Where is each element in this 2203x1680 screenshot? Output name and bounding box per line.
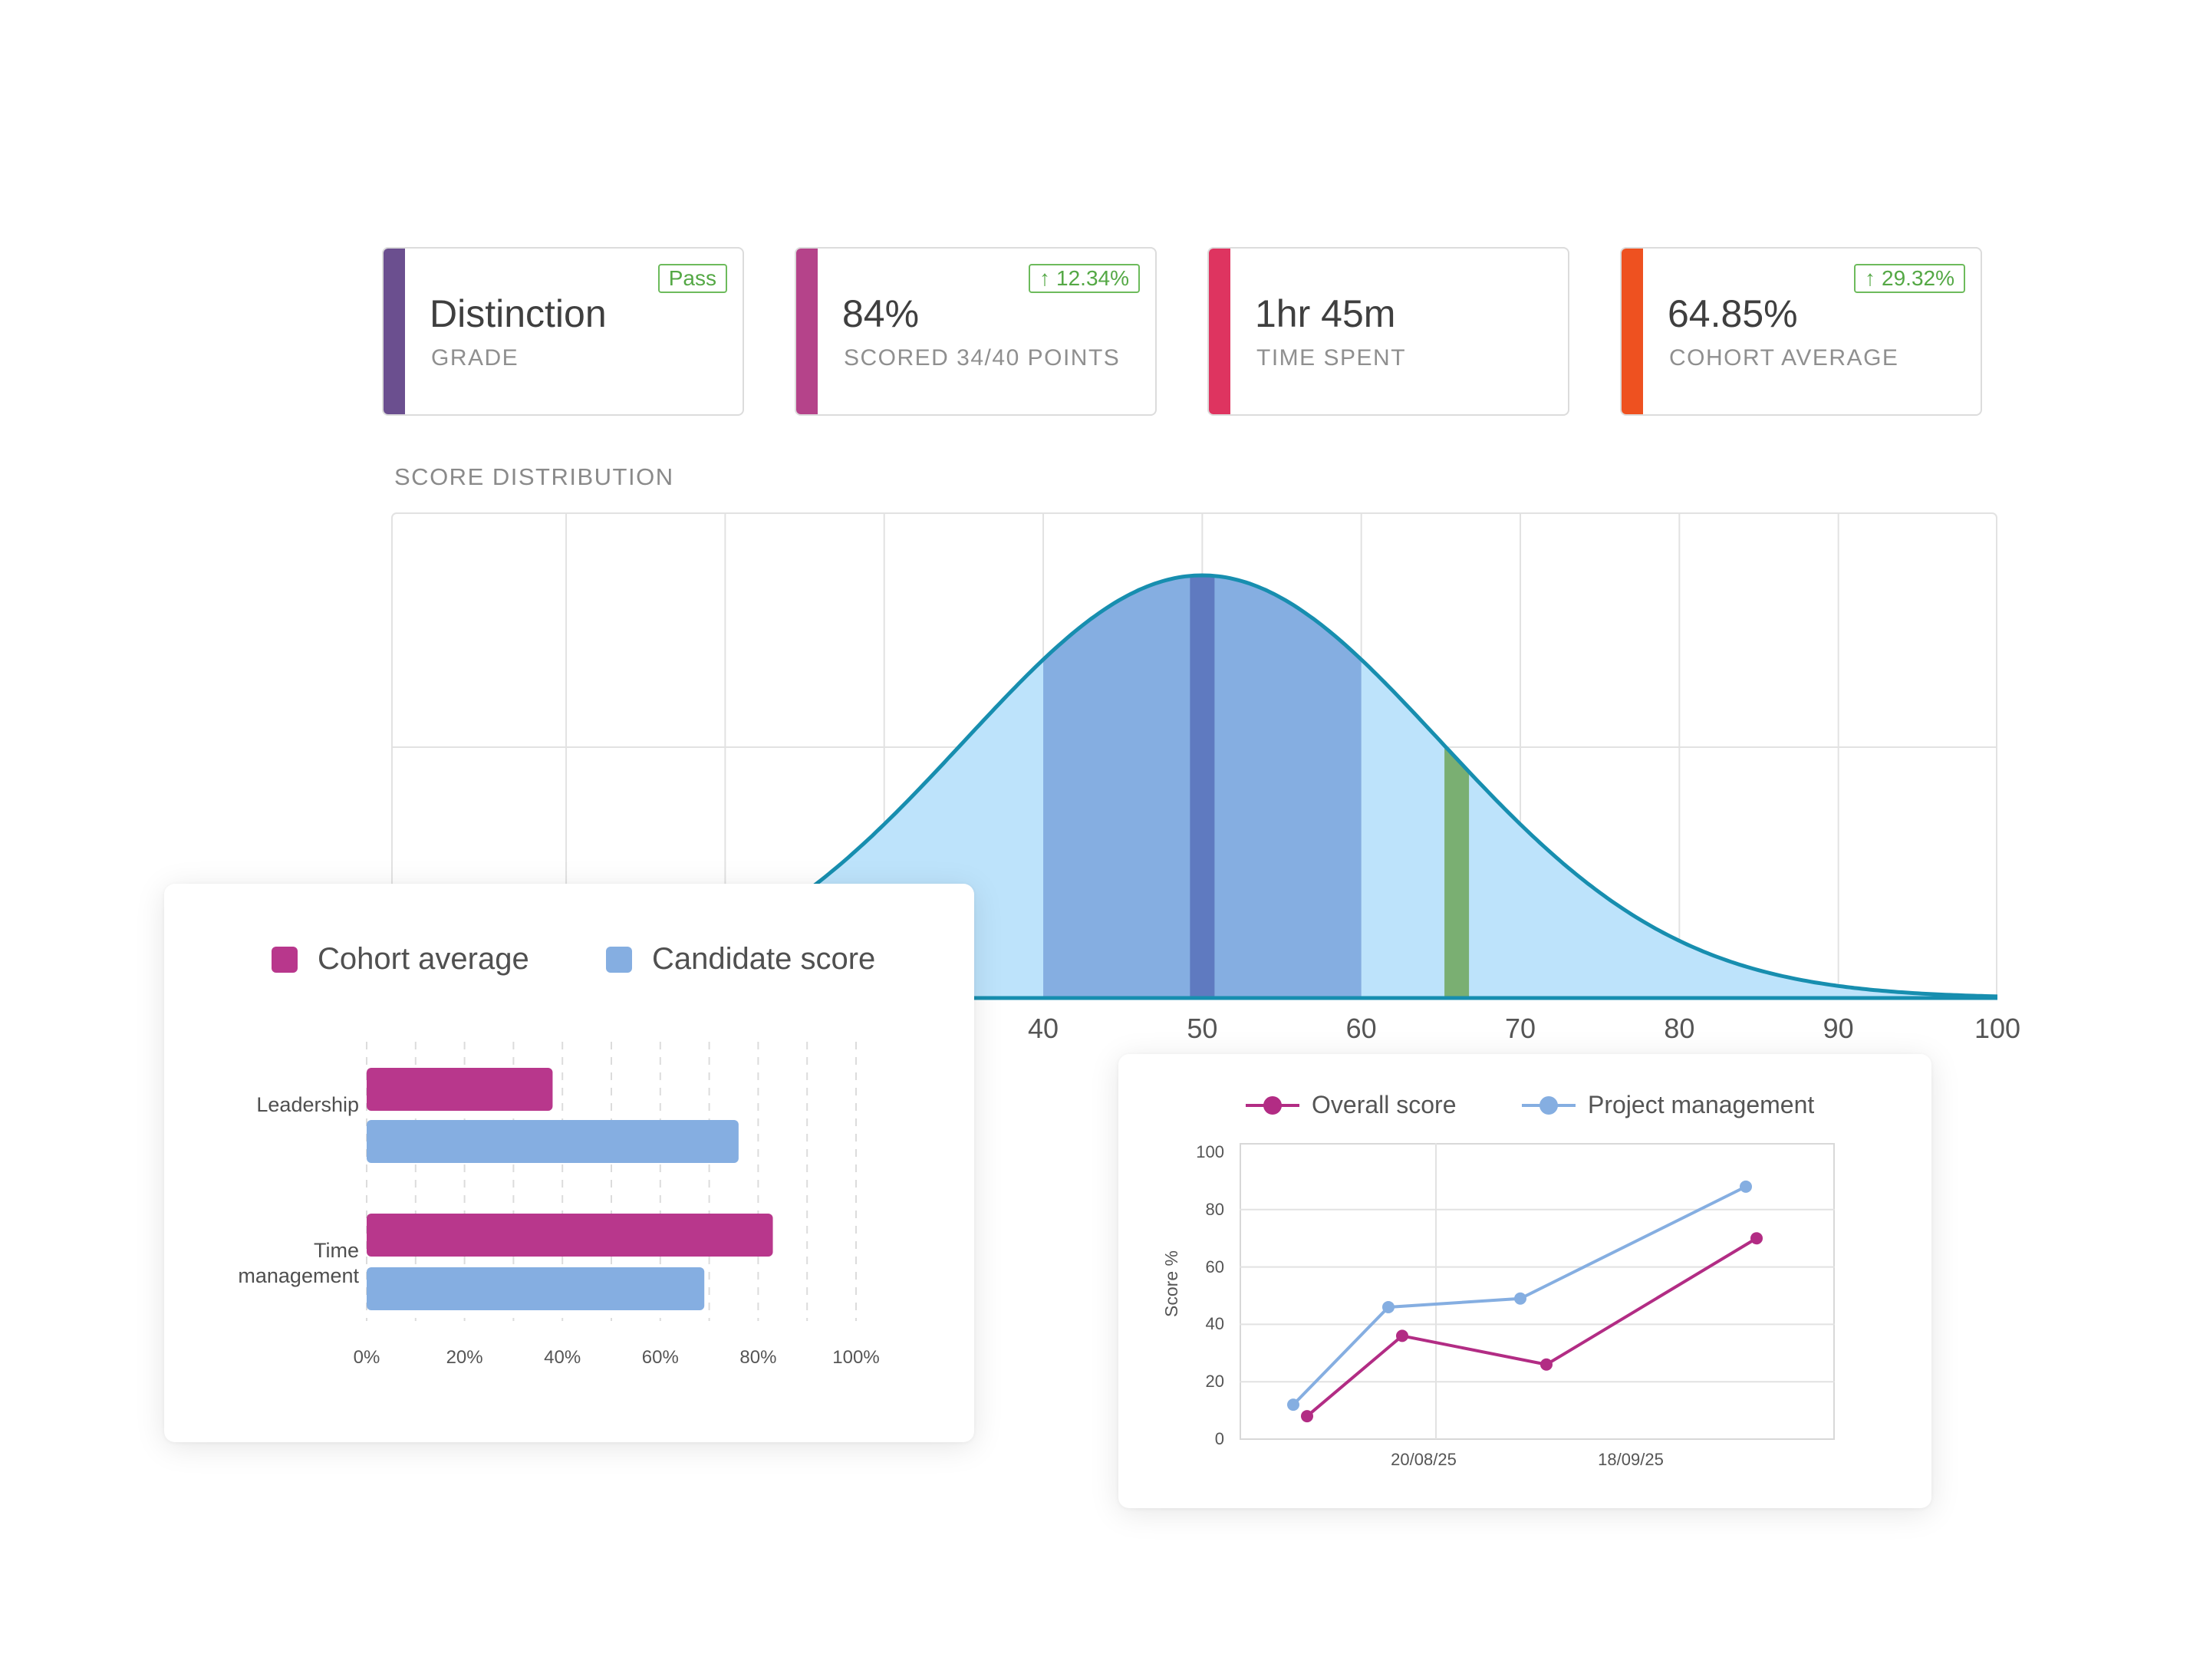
change-badge: ↑ 12.34% [1029,264,1140,293]
y-tick-label: 100 [1196,1142,1224,1161]
legend-swatch [272,946,298,973]
kpi-card-score: 84% SCORED 34/40 POINTS ↑ 12.34% [795,247,1157,416]
y-tick-label: 0 [1214,1429,1224,1448]
legend-label: Cohort average [318,942,529,976]
data-point [1287,1398,1299,1412]
x-tick-label: 100% [832,1347,880,1368]
distribution-title: SCORE DISTRIBUTION [394,463,674,490]
bar-chart [366,1042,857,1321]
kpi-value: Distinction [430,292,607,335]
x-tick-label: 18/09/25 [1598,1450,1664,1469]
kpi-accent-bar [384,249,405,414]
change-badge: ↑ 29.32% [1854,264,1965,293]
pass-badge: Pass [657,264,727,293]
category-label-leadership: Leadership [256,1093,359,1116]
y-tick-label: 40 [1205,1314,1224,1334]
x-tick-label: 80 [1664,1013,1695,1044]
legend-item-overall-score: Overall score [1246,1091,1457,1119]
x-tick-label: 70 [1504,1013,1536,1044]
data-point [1514,1292,1526,1305]
x-tick-label: 20/08/25 [1391,1450,1457,1469]
line-chart [1240,1143,1835,1440]
data-point [1750,1232,1763,1245]
kpi-card-time: 1hr 45m TIME SPENT [1207,247,1569,416]
candidate-marker [1444,575,1470,998]
x-tick-label: 60 [1345,1013,1377,1044]
series-line [1292,1185,1747,1406]
x-tick-label: 80% [739,1347,777,1368]
legend-label: Candidate score [652,942,876,976]
data-point [1396,1329,1408,1342]
badge-text: Pass [668,266,716,290]
data-point [1382,1300,1395,1313]
kpi-card-cohort: 64.85% COHORT AVERAGE ↑ 29.32% [1620,247,1982,416]
kpi-card-grade: Distinction GRADE Pass [382,247,744,416]
legend-line-marker [1522,1095,1576,1115]
kpi-value: 1hr 45m [1255,292,1396,335]
legend-line-marker [1246,1095,1299,1115]
legend-item-candidate-score: Candidate score [606,942,875,977]
x-tick-label: 60% [641,1347,679,1368]
bar [367,1267,705,1310]
bar [367,1214,773,1257]
x-tick-label: 90 [1823,1013,1854,1044]
x-tick-label: 20% [446,1347,483,1368]
y-tick-label: 80 [1205,1199,1224,1219]
category-label-time-management: Time management [238,1239,359,1287]
series-line [1306,1237,1758,1418]
legend-label: Overall score [1312,1091,1457,1118]
kpi-accent-bar [796,249,818,414]
x-tick-label: 50 [1187,1013,1218,1044]
legend-item-cohort-average: Cohort average [272,942,529,977]
badge-text: 12.34% [1056,266,1129,290]
kpi-accent-bar [1622,249,1643,414]
x-tick-label: 0% [353,1347,380,1368]
kpi-label: SCORED 34/40 POINTS [844,345,1121,371]
legend-item-project-management: Project management [1522,1091,1814,1119]
x-tick-label: 100 [1974,1013,2021,1044]
kpi-value: 64.85% [1668,292,1798,335]
legend-swatch [606,946,632,973]
kpi-value: 84% [842,292,920,335]
legend-label: Project management [1588,1091,1815,1118]
kpi-label: COHORT AVERAGE [1669,345,1899,371]
kpi-accent-bar [1209,249,1230,414]
x-tick-label: 40 [1028,1013,1059,1044]
kpi-label: GRADE [431,345,519,371]
data-point [1301,1410,1313,1423]
distribution-chart [391,512,1997,1000]
y-tick-label: 60 [1205,1257,1224,1276]
arrow-up-icon: ↑ [1865,266,1876,290]
y-axis-label: Score % [1161,1250,1181,1317]
kpi-label: TIME SPENT [1256,345,1407,371]
bar [367,1120,739,1163]
mean-marker [1190,575,1215,998]
data-point [1740,1180,1752,1193]
bar [367,1068,553,1111]
arrow-up-icon: ↑ [1039,266,1051,290]
line-chart-card: Overall score Project management [1118,1054,1931,1508]
plot-frame [1240,1143,1835,1440]
x-tick-label: 40% [544,1347,581,1368]
data-point [1540,1358,1553,1371]
badge-text: 29.32% [1882,266,1954,290]
y-tick-label: 20 [1205,1372,1224,1392]
